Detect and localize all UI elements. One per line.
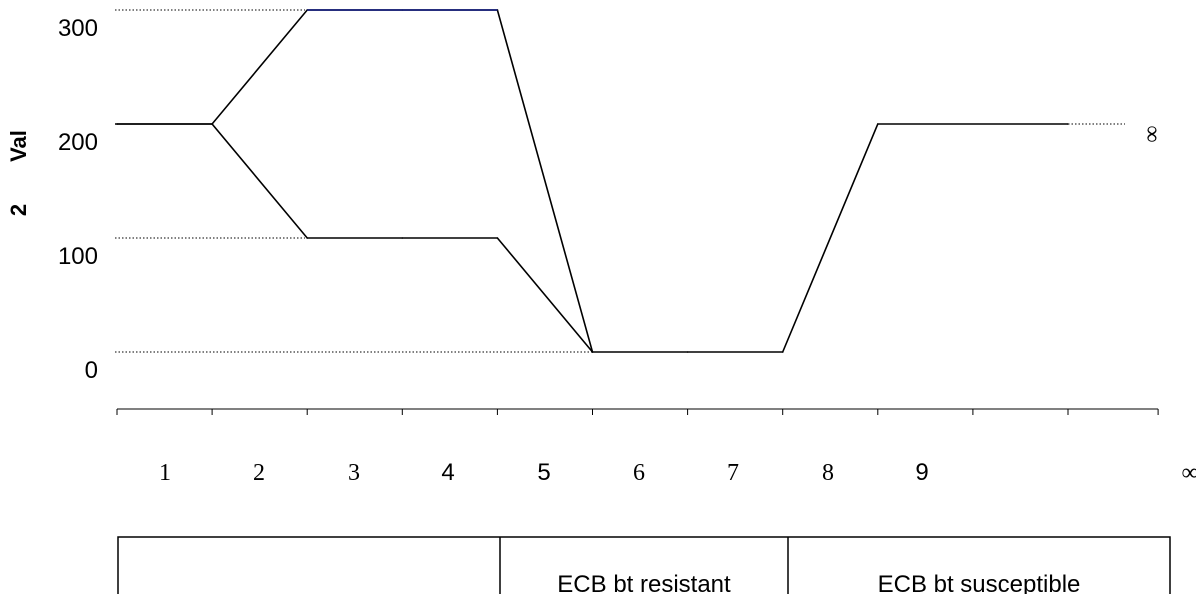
series-line-1 xyxy=(117,9,1068,353)
y-tick-label-0: 0 xyxy=(85,357,98,384)
legend-item-susceptible: ECB bt susceptible xyxy=(878,571,1081,594)
x-tick-label-9: 9 xyxy=(915,459,928,486)
x-tick-label-4: 4 xyxy=(441,459,454,486)
x-axis-tick-labels: 1 2 3 4 5 6 7 8 9 ∞ xyxy=(159,459,1196,486)
series-2-point-2 xyxy=(306,237,309,239)
y-axis-label: Val xyxy=(6,130,31,162)
y-axis-number-label: 2 xyxy=(6,204,31,216)
x-tick-label-3: 3 xyxy=(348,460,360,486)
y-tick-label-300: 300 xyxy=(58,15,98,42)
series-1-point-9 xyxy=(877,123,879,125)
y-axis-tick-labels: 300 200 100 0 xyxy=(58,15,98,384)
series-lines xyxy=(116,9,1069,353)
y-tick-label-100: 100 xyxy=(58,243,98,270)
legend-box xyxy=(117,536,1171,594)
y-tick-label-200: 200 xyxy=(58,129,98,156)
x-tick-label-8: 8 xyxy=(822,460,834,486)
x-tick-label-6: 6 xyxy=(633,460,645,486)
x-tick-label-7: 7 xyxy=(727,460,739,486)
series-1-point-8 xyxy=(781,351,784,353)
x-tick-label-2: 2 xyxy=(253,460,265,486)
series-1-point-7 xyxy=(686,351,689,353)
reference-lines xyxy=(115,9,1125,353)
series-2-point-5 xyxy=(591,351,594,353)
right-infinity-marker: ∞ xyxy=(1139,125,1165,142)
series-1-point-10 xyxy=(1067,123,1069,125)
x-tick-label-10: ∞ xyxy=(1181,460,1196,486)
series-2-point-4 xyxy=(496,237,499,239)
series-1-point-1 xyxy=(116,123,118,125)
legend-item-resistant: ECB bt resistant xyxy=(557,571,731,594)
series-2-point-1 xyxy=(211,123,213,125)
x-tick-label-5: 5 xyxy=(537,459,550,486)
x-tick-label-1: 1 xyxy=(159,460,171,486)
series-2-point-3 xyxy=(401,237,404,239)
legend: ECB bt resistant ECB bt susceptible xyxy=(117,536,1171,594)
x-axis xyxy=(116,408,1159,415)
